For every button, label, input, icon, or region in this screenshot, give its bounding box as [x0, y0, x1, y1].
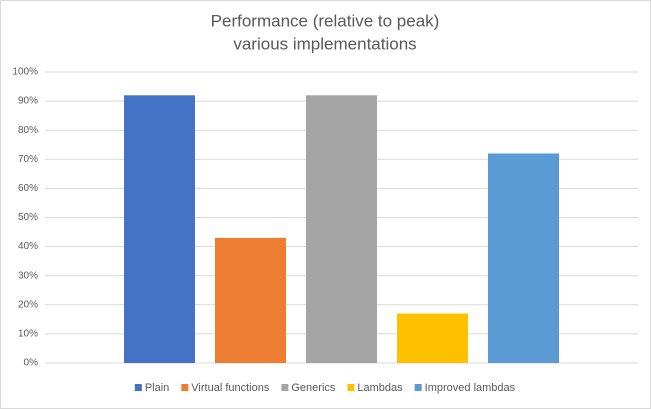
legend-swatch [347, 384, 355, 391]
bar [397, 313, 468, 363]
bar [124, 95, 195, 363]
y-tick-label: 30% [18, 270, 38, 281]
legend-label: Plain [145, 382, 169, 394]
bar [215, 237, 286, 363]
y-tick-label: 100% [12, 67, 38, 78]
y-tick-label: 90% [18, 96, 38, 107]
y-tick-label: 70% [18, 154, 38, 165]
y-tick-label: 60% [18, 183, 38, 194]
bar [488, 153, 559, 363]
legend-swatch [181, 384, 189, 391]
y-tick-label: 10% [18, 329, 38, 340]
legend-swatch [281, 384, 289, 391]
y-tick-label: 20% [18, 299, 38, 310]
chart-subtitle: various implementations [233, 34, 416, 53]
chart-title: Performance (relative to peak) [211, 11, 440, 30]
legend-swatch [414, 384, 422, 391]
y-tick-label: 80% [18, 125, 38, 136]
legend-label: Lambdas [357, 382, 403, 394]
legend-label: Generics [291, 382, 336, 394]
y-tick-label: 0% [24, 358, 39, 369]
legend-label: Virtual functions [191, 382, 270, 394]
legend-label: Improved lambdas [425, 382, 516, 394]
y-tick-label: 50% [18, 212, 38, 223]
legend-swatch [134, 384, 142, 391]
y-tick-label: 40% [18, 241, 38, 252]
bar [306, 95, 377, 363]
